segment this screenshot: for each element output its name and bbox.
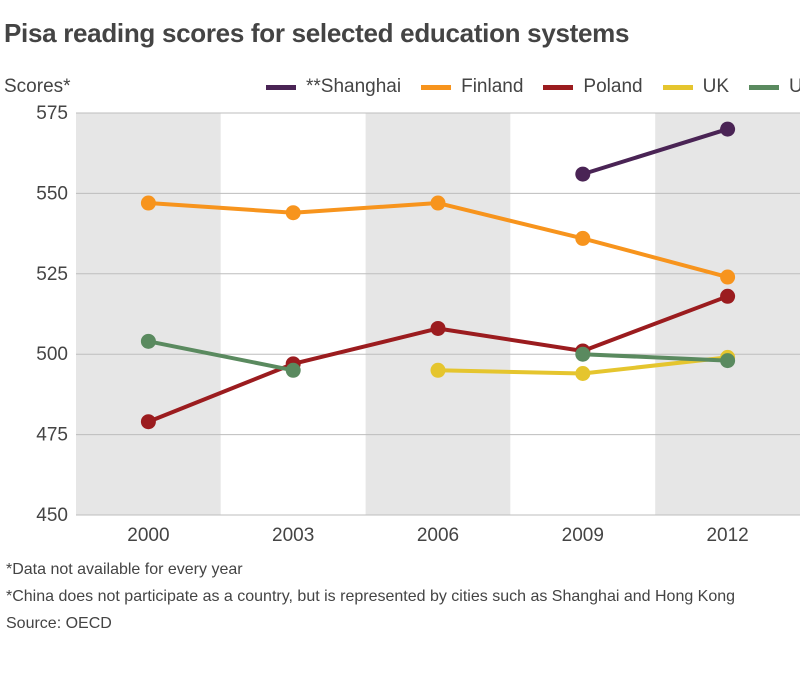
data-point-us bbox=[720, 353, 736, 369]
legend-label-uk: UK bbox=[702, 76, 729, 97]
legend-item-uk: UK bbox=[662, 76, 729, 98]
x-tick-label: 2000 bbox=[127, 525, 169, 546]
footnote-china: *China does not participate as a country… bbox=[6, 588, 736, 605]
data-point-us bbox=[140, 333, 156, 349]
data-point-finland bbox=[575, 230, 591, 246]
data-point-poland bbox=[140, 414, 156, 430]
data-point-shanghai bbox=[720, 121, 736, 137]
y-tick-label: 450 bbox=[36, 505, 68, 526]
series-line-us bbox=[146, 339, 296, 373]
plot-band bbox=[76, 113, 221, 515]
x-tick-label: 2012 bbox=[706, 525, 748, 546]
series-line-us bbox=[580, 352, 730, 363]
data-point-poland bbox=[720, 288, 736, 304]
legend-label-poland: Poland bbox=[583, 76, 643, 97]
data-point-finland bbox=[285, 205, 301, 221]
data-point-finland bbox=[140, 195, 156, 211]
legend-swatch-uk bbox=[662, 84, 693, 90]
source-note: Source: OECD bbox=[6, 615, 112, 632]
y-axis-label: Scores* bbox=[4, 76, 71, 97]
line-chart: 450 475 500 525 550 575 2000 2003 2006 2009 2012 bbox=[36, 103, 800, 546]
legend-swatch-us bbox=[749, 84, 779, 90]
data-point-poland bbox=[430, 320, 446, 336]
plot-band bbox=[365, 113, 511, 515]
x-tick-label: 2006 bbox=[417, 525, 459, 546]
x-tick-label: 2009 bbox=[562, 525, 604, 546]
data-point-finland bbox=[720, 269, 736, 285]
legend-item-shanghai: **Shanghai bbox=[266, 76, 401, 98]
footnote-data-availability: *Data not available for every year bbox=[6, 561, 243, 578]
y-tick-label: 500 bbox=[36, 344, 68, 365]
legend-swatch-shanghai bbox=[266, 84, 296, 90]
y-tick-label: 550 bbox=[36, 183, 68, 204]
legend-item-poland: Poland bbox=[543, 76, 643, 98]
legend-label-shanghai: **Shanghai bbox=[306, 76, 402, 97]
legend: **Shanghai Finland Poland UK US bbox=[266, 76, 800, 98]
chart-title: Pisa reading scores for selected educati… bbox=[4, 18, 630, 48]
legend-swatch-poland bbox=[543, 84, 574, 90]
data-point-us bbox=[285, 362, 301, 378]
footnotes: *Data not available for every year *Chin… bbox=[6, 560, 766, 641]
x-tick-label: 2003 bbox=[272, 525, 314, 546]
data-point-us bbox=[575, 346, 591, 362]
y-tick-label: 475 bbox=[36, 425, 68, 446]
data-point-shanghai bbox=[575, 166, 591, 182]
legend-label-us: US bbox=[789, 76, 800, 97]
data-point-uk bbox=[430, 362, 446, 378]
data-point-finland bbox=[430, 195, 446, 211]
legend-item-us: US bbox=[749, 76, 800, 98]
legend-item-finland: Finland bbox=[421, 76, 523, 98]
data-point-uk bbox=[575, 365, 591, 381]
plot-band bbox=[220, 113, 366, 515]
series-line-shanghai bbox=[580, 127, 730, 177]
y-tick-label: 575 bbox=[36, 103, 68, 124]
y-tick-label: 525 bbox=[36, 264, 68, 285]
legend-swatch-finland bbox=[421, 84, 452, 90]
legend-label-finland: Finland bbox=[461, 76, 524, 97]
